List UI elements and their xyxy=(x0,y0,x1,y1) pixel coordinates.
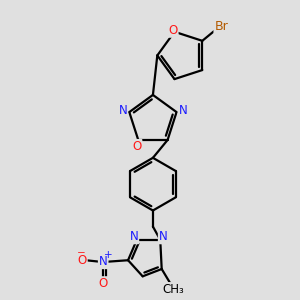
Text: O: O xyxy=(99,277,108,290)
Text: N: N xyxy=(99,255,108,268)
Text: N: N xyxy=(159,230,167,243)
Text: O: O xyxy=(168,24,178,37)
Text: N: N xyxy=(130,230,138,243)
Text: Br: Br xyxy=(214,20,228,33)
Text: O: O xyxy=(77,254,87,267)
Text: CH₃: CH₃ xyxy=(162,283,184,296)
Text: +: + xyxy=(104,250,113,260)
Text: N: N xyxy=(178,104,188,117)
Text: O: O xyxy=(132,140,141,153)
Text: N: N xyxy=(118,104,127,117)
Text: −: − xyxy=(77,248,86,258)
